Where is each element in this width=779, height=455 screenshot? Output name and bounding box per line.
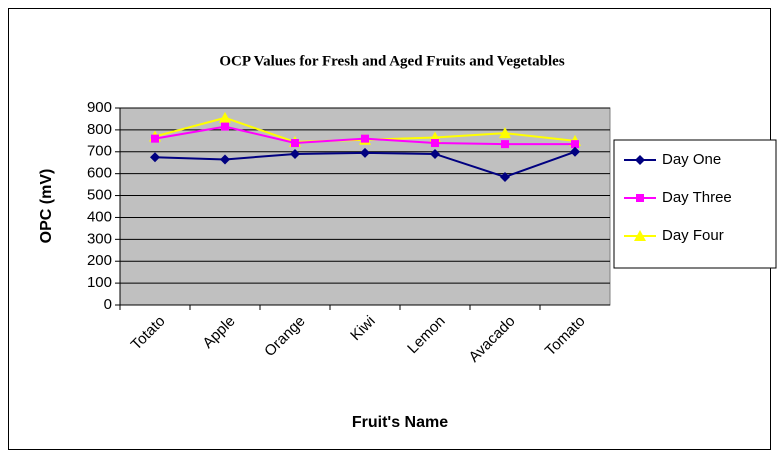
marker: [634, 230, 646, 241]
marker: [501, 140, 509, 149]
marker: [291, 139, 299, 148]
y-tick-label: 600: [87, 165, 112, 182]
y-tick-label: 0: [104, 296, 112, 313]
y-tick-label: 300: [87, 230, 112, 247]
marker: [219, 111, 231, 123]
marker: [290, 148, 300, 159]
legend-label: Day Four: [662, 227, 724, 244]
marker: [361, 134, 369, 143]
marker: [635, 155, 645, 165]
marker: [221, 122, 229, 131]
y-tick-label: 100: [87, 274, 112, 291]
marker: [570, 146, 580, 157]
y-tick-label: 900: [87, 99, 112, 116]
y-axis-title: OPC (mV): [38, 169, 55, 244]
marker: [150, 152, 160, 163]
y-tick-label: 800: [87, 121, 112, 138]
marker: [360, 147, 370, 158]
y-tick-label: 200: [87, 252, 112, 269]
x-axis-title: Fruit's Name: [352, 414, 448, 431]
y-tick-label: 700: [87, 143, 112, 160]
y-tick-label: 500: [87, 187, 112, 204]
marker: [499, 127, 511, 139]
marker: [500, 171, 510, 182]
legend-label: Day One: [662, 151, 721, 168]
marker: [430, 148, 440, 159]
marker: [151, 134, 159, 143]
marker: [571, 140, 579, 149]
legend-label: Day Three: [662, 189, 732, 206]
chart-title: OCP Values for Fresh and Aged Fruits and…: [219, 53, 564, 69]
y-tick-label: 400: [87, 208, 112, 225]
marker: [431, 139, 439, 148]
marker: [220, 154, 230, 165]
marker: [636, 194, 644, 202]
